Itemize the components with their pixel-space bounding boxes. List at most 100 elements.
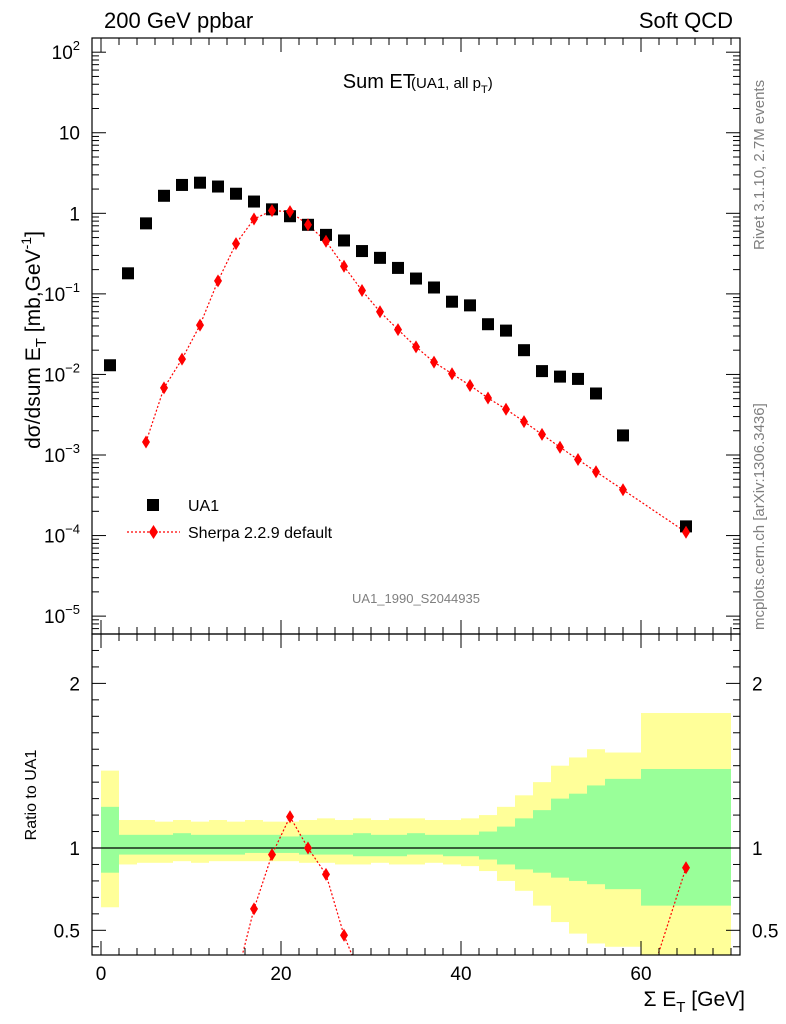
top-panel [104, 176, 692, 539]
ua1-data-point [446, 295, 458, 308]
ratio-frame [91, 633, 741, 956]
ua1-data-point [392, 261, 404, 274]
ua1-data-point [410, 272, 422, 285]
header-left: 200 GeV ppbar [104, 8, 253, 33]
sherpa-point [376, 305, 384, 319]
ua1-data-point [572, 372, 584, 385]
inner-band-bin [245, 834, 263, 853]
ua1-data-point [374, 251, 386, 264]
sherpa-point [574, 452, 582, 466]
inner-band-bin [371, 834, 389, 857]
inner-band-bin [353, 833, 371, 857]
top-y-tick-label: 10−5 [44, 602, 80, 628]
ratio-y-tick-label-left: 1 [69, 839, 80, 860]
inner-band-bin [461, 834, 479, 857]
inner-band-bin [101, 806, 119, 873]
sherpa-point [214, 274, 222, 288]
sherpa-point [556, 440, 564, 454]
ratio-panel [92, 713, 740, 955]
sherpa-point [592, 465, 600, 479]
ratio-point [682, 861, 690, 875]
top-y-tick-label: 1 [69, 204, 80, 225]
inner-band-bin [335, 834, 353, 855]
sherpa-line [145, 210, 687, 533]
inner-band-bin [137, 834, 155, 855]
inner-band-bin [317, 834, 335, 855]
header-right: Soft QCD [639, 8, 733, 33]
inner-band-bin [497, 826, 515, 865]
ua1-data-point [518, 344, 530, 357]
inner-band-bin [173, 833, 191, 855]
sherpa-point [682, 525, 690, 539]
sherpa-point [430, 355, 438, 369]
inner-band-bin [209, 834, 227, 855]
sherpa-point [268, 204, 276, 218]
ratio-point [286, 810, 294, 824]
uncertainty-bands [101, 713, 731, 955]
ua1-data-point [590, 387, 602, 400]
sherpa-point [466, 378, 474, 392]
ua1-data-point [248, 195, 260, 208]
top-y-tick-label: 10 [59, 124, 80, 145]
plot-title: Sum ET [343, 71, 415, 93]
ua1-data-point [482, 318, 494, 331]
ratio-y-tick-label-right: 1 [752, 839, 763, 860]
ratio-point [268, 848, 276, 862]
ratio-series [241, 810, 690, 955]
sherpa-point [286, 205, 294, 219]
ratio-y-tick-label-right: 2 [752, 674, 763, 695]
legend-sherpa-marker [149, 525, 158, 539]
sherpa-point [232, 237, 240, 251]
inner-band-bin [119, 834, 137, 855]
ua1-data-point [122, 267, 134, 280]
top-y-tick-label: 10−2 [44, 360, 80, 386]
ratio-point [250, 902, 258, 916]
inner-band-bin [407, 833, 425, 855]
sherpa-point [196, 318, 204, 332]
x-axis-label: Σ ET [GeV] [643, 988, 745, 1016]
sherpa-point [304, 218, 312, 232]
sherpa-point [538, 427, 546, 441]
sherpa-point [484, 391, 492, 405]
inner-band-bin [425, 834, 443, 855]
ratio-y-tick-label-right: 0.5 [752, 921, 778, 942]
ratio-line-segment [657, 867, 687, 955]
inner-band-bin [389, 834, 407, 857]
axes [92, 38, 740, 955]
legend-ua1-label: UA1 [188, 498, 219, 515]
ua1-data-point [464, 299, 476, 312]
top-series [104, 176, 692, 539]
rivet-version-label: Rivet 3.1.10, 2.7M events [751, 80, 768, 250]
sherpa-point [502, 402, 510, 416]
ua1-data-point [617, 429, 629, 442]
ua1-data-point [554, 370, 566, 383]
inner-band-bin [155, 834, 173, 855]
x-tick-label: 60 [630, 964, 651, 985]
ua1-data-point [500, 324, 512, 337]
x-tick-label: 20 [270, 964, 291, 985]
sherpa-point [160, 381, 168, 395]
inner-band-bin [227, 834, 245, 855]
inner-band-bin [569, 793, 587, 881]
inner-band-bin [641, 768, 731, 906]
top-y-tick-label: 102 [52, 38, 80, 64]
ratio-y-axis-label: Ratio to UA1 [23, 750, 40, 841]
ua1-data-point [104, 359, 116, 372]
top-y-tick-label: 10−1 [44, 280, 80, 306]
analysis-watermark: UA1_1990_S2044935 [352, 591, 480, 606]
sherpa-point [520, 415, 528, 429]
top-y-axis-label: dσ/dsum ET [mb,GeV-1] [18, 231, 50, 449]
sherpa-point [340, 259, 348, 273]
x-tick-label: 0 [96, 964, 107, 985]
ua1-data-point [428, 281, 440, 294]
ratio-point [304, 841, 312, 855]
ua1-data-point [536, 365, 548, 378]
inner-band-bin [605, 778, 641, 890]
sherpa-point [412, 340, 420, 354]
sherpa-point [358, 284, 366, 298]
sherpa-point [322, 234, 330, 248]
ua1-data-point [140, 217, 152, 230]
top-y-tick-label: 10−4 [44, 522, 80, 548]
inner-band-bin [281, 836, 299, 853]
